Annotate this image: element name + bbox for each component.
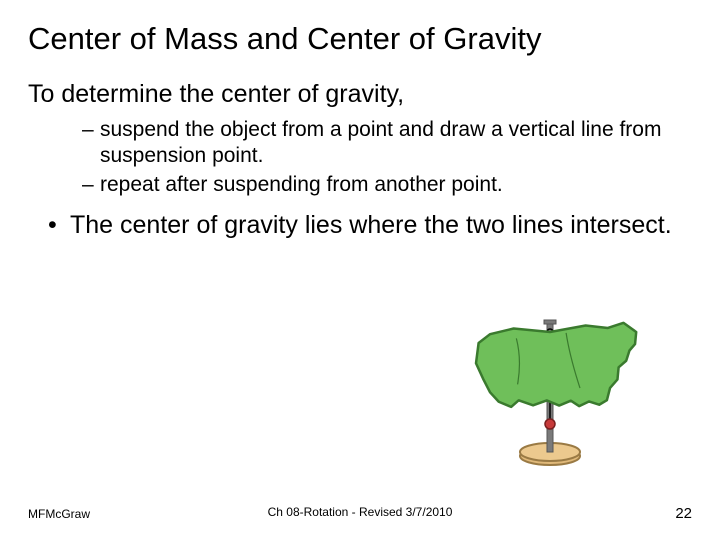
- slide-footer: MFMcGraw Ch 08-Rotation - Revised 3/7/20…: [0, 505, 720, 522]
- footer-chapter: Ch 08-Rotation - Revised 3/7/2010: [268, 505, 453, 519]
- dash-list: suspend the object from a point and draw…: [28, 117, 692, 198]
- subheading: To determine the center of gravity,: [28, 79, 692, 109]
- bullet-list: The center of gravity lies where the two…: [28, 210, 692, 240]
- footer-page-number: 22: [675, 505, 692, 522]
- footer-author: MFMcGraw: [28, 507, 90, 521]
- dash-list-item: suspend the object from a point and draw…: [82, 117, 692, 170]
- slide-title: Center of Mass and Center of Gravity: [28, 20, 692, 57]
- slide: Center of Mass and Center of Gravity To …: [0, 0, 720, 540]
- figure-usa-map-on-stand: [456, 308, 644, 468]
- bullet-list-item: The center of gravity lies where the two…: [48, 210, 692, 240]
- dash-list-item: repeat after suspending from another poi…: [82, 172, 692, 198]
- usa-map-illustration-icon: [456, 308, 644, 468]
